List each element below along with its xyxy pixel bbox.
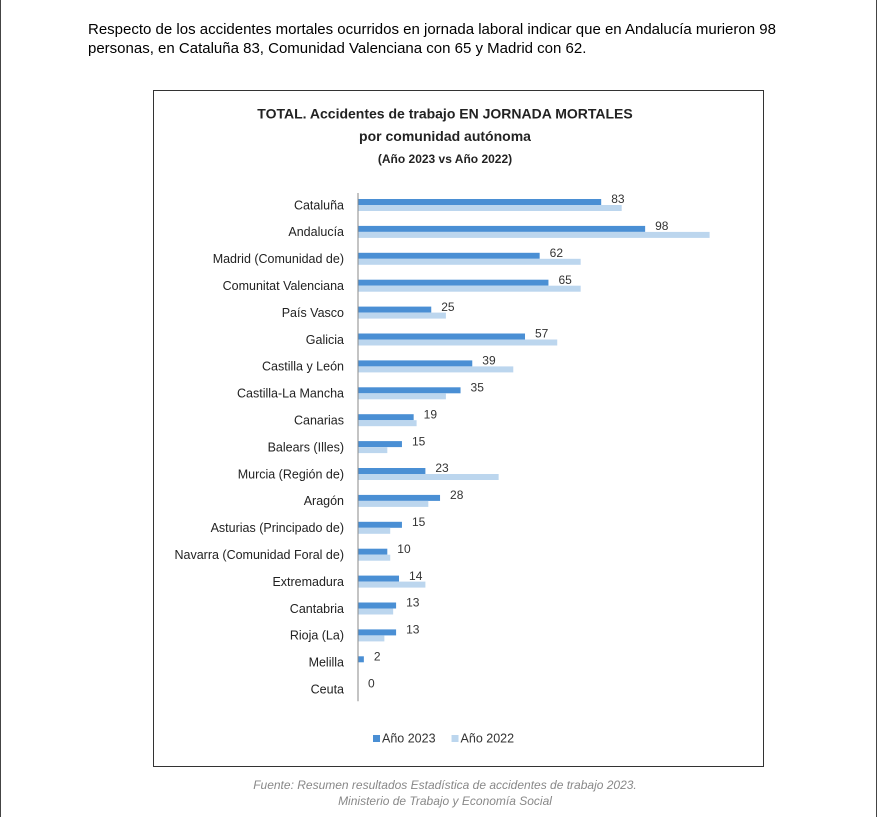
- bar: [358, 231, 710, 238]
- category-label: Comunitat Valenciana: [223, 279, 344, 293]
- bar: [358, 474, 499, 480]
- bar: [358, 199, 602, 205]
- data-label: 28: [450, 488, 464, 502]
- data-label: 62: [550, 246, 564, 260]
- category-label: Castilla y León: [262, 360, 344, 374]
- category-label: Navarra (Comunidad Foral de): [174, 548, 344, 562]
- bar: [358, 285, 581, 292]
- bar: [358, 656, 364, 663]
- bar: [358, 602, 397, 609]
- data-label: 2: [374, 649, 381, 663]
- source: Ministerio de Trabajo y Economía Social: [338, 794, 552, 808]
- bar: [358, 527, 391, 534]
- bar: [358, 366, 514, 373]
- bar: [358, 441, 402, 448]
- legend-swatch: [373, 735, 380, 742]
- bar: [358, 608, 394, 615]
- category-label: Murcia (Región de): [238, 467, 344, 481]
- data-label: 13: [406, 596, 420, 610]
- bar: [358, 225, 646, 232]
- category-label: Extremadura: [272, 575, 344, 589]
- category-label: Aragón: [304, 494, 344, 508]
- bar: [358, 468, 426, 474]
- bar: [358, 447, 388, 454]
- bar: [358, 420, 417, 427]
- bar: [358, 252, 540, 259]
- bar: [358, 635, 385, 642]
- data-label: 57: [535, 327, 549, 341]
- data-label: 10: [397, 542, 411, 556]
- data-label: 83: [611, 192, 625, 206]
- data-label: 23: [435, 461, 449, 475]
- bar: [358, 494, 441, 501]
- category-label: Melilla: [309, 656, 344, 670]
- data-label: 98: [655, 219, 669, 233]
- chart-title: por comunidad autónoma: [359, 128, 531, 144]
- data-label: 25: [441, 300, 455, 314]
- legend-label: Año 2022: [461, 731, 515, 745]
- category-label: Madrid (Comunidad de): [213, 252, 344, 266]
- data-label: 65: [558, 273, 572, 287]
- data-label: 0: [368, 676, 375, 690]
- category-label: Canarias: [294, 413, 344, 427]
- bar: [358, 500, 429, 507]
- bar: [358, 387, 461, 394]
- category-label: Andalucía: [288, 225, 344, 239]
- source: Fuente: Resumen resultados Estadística d…: [253, 778, 637, 792]
- bar: [358, 333, 526, 340]
- paragraph: Respecto de los accidentes mortales ocur…: [88, 21, 776, 57]
- bar: [358, 306, 432, 313]
- bar: [358, 339, 558, 346]
- category-label: Balears (Illes): [268, 440, 344, 454]
- bar: [358, 279, 549, 286]
- category-label: Ceuta: [311, 682, 344, 696]
- bar: [358, 575, 400, 582]
- category-label: Rioja (La): [290, 629, 344, 643]
- legend-label: Año 2023: [382, 731, 436, 745]
- bar: [358, 393, 446, 400]
- bar: [358, 312, 446, 319]
- bar: [358, 205, 622, 211]
- category-label: País Vasco: [282, 306, 344, 320]
- bar: [358, 414, 414, 421]
- bar: [358, 629, 397, 636]
- bar: [358, 521, 402, 528]
- bar: [358, 258, 581, 265]
- bar: [358, 581, 426, 588]
- category-label: Cantabria: [290, 602, 344, 616]
- chart-title: (Año 2023 vs Año 2022): [378, 152, 512, 166]
- category-label: Cataluña: [294, 198, 344, 212]
- data-label: 35: [471, 380, 485, 394]
- legend-swatch: [451, 735, 459, 742]
- category-label: Galicia: [306, 333, 344, 347]
- data-label: 15: [412, 434, 426, 448]
- category-label: Castilla-La Mancha: [237, 387, 344, 401]
- chart-title: TOTAL. Accidentes de trabajo EN JORNADA …: [257, 106, 632, 122]
- data-label: 19: [424, 407, 438, 421]
- data-label: 15: [412, 515, 426, 529]
- category-label: Asturias (Principado de): [211, 521, 344, 535]
- bar: [358, 360, 473, 367]
- chart-frame: [153, 90, 764, 767]
- data-label: 13: [406, 623, 420, 637]
- bar: [358, 548, 388, 555]
- bar: [358, 554, 391, 561]
- data-label: 14: [409, 569, 423, 583]
- data-label: 39: [482, 354, 496, 368]
